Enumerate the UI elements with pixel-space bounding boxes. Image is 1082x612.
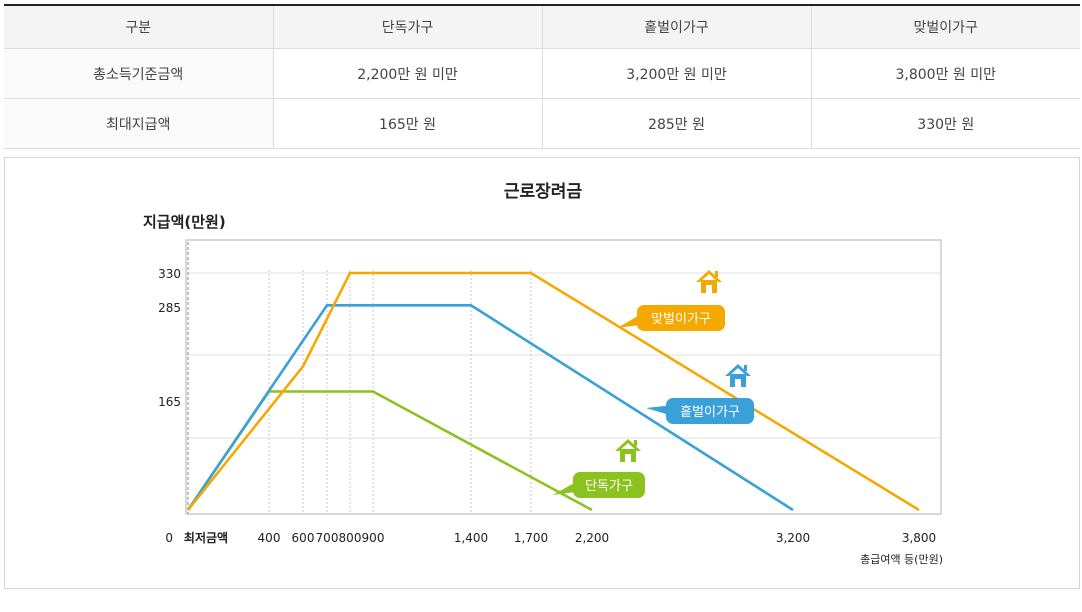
x-tick-label: 400 [258, 531, 281, 545]
header-single-earner: 홑벌이가구 [542, 4, 812, 49]
y-axis-label: 지급액(만원) [143, 213, 226, 231]
x-tick-label: 3,200 [776, 531, 810, 545]
series-line [186, 304, 794, 512]
cell-income-single: 2,200만 원 미만 [273, 48, 543, 99]
house-door [625, 454, 631, 462]
grid-lines [186, 272, 941, 439]
x-tick-label: 최저금액 [184, 530, 228, 545]
house-roof [725, 364, 751, 376]
legend-badge: 단독가구 [553, 472, 645, 498]
badge-bg [573, 472, 645, 498]
house-roof [615, 439, 641, 451]
x-tick-label: 800 [339, 531, 362, 545]
house-chimney [634, 440, 637, 446]
legend-label: 맞벌이가구 [651, 312, 711, 327]
house-chimney [715, 271, 718, 277]
chart-title: 근로장려금 [504, 182, 583, 202]
legend-badge: 홑벌이가구 [646, 398, 754, 424]
y-tick-label: 285 [158, 301, 181, 315]
plot-area-frame [185, 239, 942, 515]
legend-badge: 맞벌이가구 [617, 305, 725, 331]
table-row: 총소득기준금액 2,200만 원 미만 3,200만 원 미만 3,800만 원… [4, 48, 1080, 99]
row-label-income: 총소득기준금액 [4, 48, 274, 99]
house-roof [696, 270, 722, 282]
badge-bg [637, 305, 725, 331]
legend-label: 홑벌이가구 [680, 405, 740, 420]
y-tick-label: 0 [165, 531, 173, 545]
x-tick-label: 900 [362, 531, 385, 545]
x-tick-label: 1,700 [514, 531, 548, 545]
chart-container: 근로장려금 지급액(만원) 330 285 165 0 최저금액 400 600… [4, 157, 1080, 589]
income-criteria-table: 구분 단독가구 홑벌이가구 맞벌이가구 총소득기준금액 2,200만 원 미만 … [4, 4, 1080, 149]
x-tick-label: 600 [292, 531, 315, 545]
row-label-max: 최대지급액 [4, 98, 274, 149]
house-icon [725, 364, 751, 387]
cell-income-dual-earner: 3,800만 원 미만 [811, 48, 1080, 99]
cell-max-single-earner: 285만 원 [542, 98, 812, 149]
table-row: 최대지급액 165만 원 285만 원 330만 원 [4, 98, 1080, 149]
header-category: 구분 [4, 4, 274, 49]
y-tick-labels: 330 285 165 0 [158, 267, 181, 545]
house-door [735, 379, 741, 387]
house-icon [615, 439, 641, 462]
cell-max-single: 165만 원 [273, 98, 543, 149]
x-axis-label: 총급여액 등(만원) [860, 553, 943, 566]
series-lines [186, 271, 920, 512]
house-door [706, 285, 712, 293]
income-table-wrap: 구분 단독가구 홑벌이가구 맞벌이가구 총소득기준금액 2,200만 원 미만 … [4, 4, 1080, 149]
header-dual-earner: 맞벌이가구 [811, 4, 1080, 49]
x-tick-label: 3,800 [902, 531, 936, 545]
header-single: 단독가구 [273, 4, 543, 49]
series-badges: 단독가구 홑벌이가구 맞벌이가구 [553, 270, 754, 498]
table-header-row: 구분 단독가구 홑벌이가구 맞벌이가구 [4, 4, 1080, 49]
cell-max-dual-earner: 330만 원 [811, 98, 1080, 149]
house-icon [696, 270, 722, 293]
x-tick-label: 700 [316, 531, 339, 545]
house-chimney [744, 365, 747, 371]
y-tick-label: 165 [158, 395, 181, 409]
y-tick-label: 330 [158, 267, 181, 281]
series-line [186, 271, 920, 512]
legend-label: 단독가구 [585, 479, 633, 494]
cell-income-single-earner: 3,200만 원 미만 [542, 48, 812, 99]
badge-bg [666, 398, 754, 424]
x-tick-label: 2,200 [575, 531, 609, 545]
earned-income-chart: 근로장려금 지급액(만원) 330 285 165 0 최저금액 400 600… [143, 182, 943, 566]
x-tick-labels: 최저금액 400 600 700 800 900 1,400 1,700 2,2… [184, 530, 936, 545]
x-tick-label: 1,400 [454, 531, 488, 545]
